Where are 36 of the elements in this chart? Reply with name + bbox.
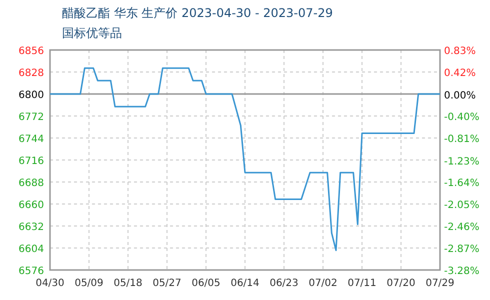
x-tick-label: 07/20	[386, 278, 416, 289]
y2-tick-label: -2.87%	[444, 244, 480, 256]
y2-tick-label: 0.83%	[444, 46, 476, 57]
y2-tick-label: 0.00%	[444, 90, 476, 102]
chart-subtitle: 国标优等品	[62, 26, 122, 40]
y-tick-label: 6856	[18, 46, 44, 57]
x-tick-label: 06/05	[192, 278, 220, 289]
y-tick-label: 6828	[18, 68, 44, 79]
x-tick-label: 05/18	[114, 278, 142, 289]
line-series	[49, 67, 441, 252]
y2-tick-label: -0.40%	[444, 112, 480, 123]
y2-tick-label: -3.28%	[444, 266, 480, 277]
x-tick-label: 07/02	[308, 278, 338, 289]
x-tick-label: 06/23	[270, 278, 298, 289]
x-tick-label: 04/30	[36, 278, 64, 289]
chart-title: 醋酸乙酯 华东 生产价 2023-04-30 - 2023-07-29	[62, 6, 333, 20]
x-tick-label: 06/14	[230, 278, 260, 289]
y-tick-label: 6800	[18, 90, 44, 101]
x-tick-label: 07/29	[426, 278, 454, 289]
y-tick-label: 6716	[18, 156, 44, 167]
y-tick-label: 6772	[18, 112, 44, 123]
y-tick-label: 6632	[18, 222, 44, 233]
y2-tick-label: -2.46%	[444, 222, 480, 234]
y-tick-label: 6660	[18, 200, 44, 211]
y-tick-label: 6604	[18, 244, 44, 255]
y-tick-label: 6744	[18, 134, 44, 145]
x-tick-label: 05/27	[152, 278, 182, 289]
x-tick-label: 07/11	[348, 278, 376, 289]
y2-tick-label: -1.23%	[444, 156, 480, 168]
y2-tick-label: 0.42%	[444, 68, 476, 79]
y-tick-label: 6576	[18, 266, 44, 277]
y2-tick-label: -0.81%	[444, 134, 480, 145]
y2-tick-label: -1.64%	[444, 178, 480, 190]
x-tick-label: 05/09	[74, 278, 104, 289]
y2-tick-label: -2.05%	[444, 200, 480, 212]
y-tick-label: 6688	[18, 178, 44, 189]
